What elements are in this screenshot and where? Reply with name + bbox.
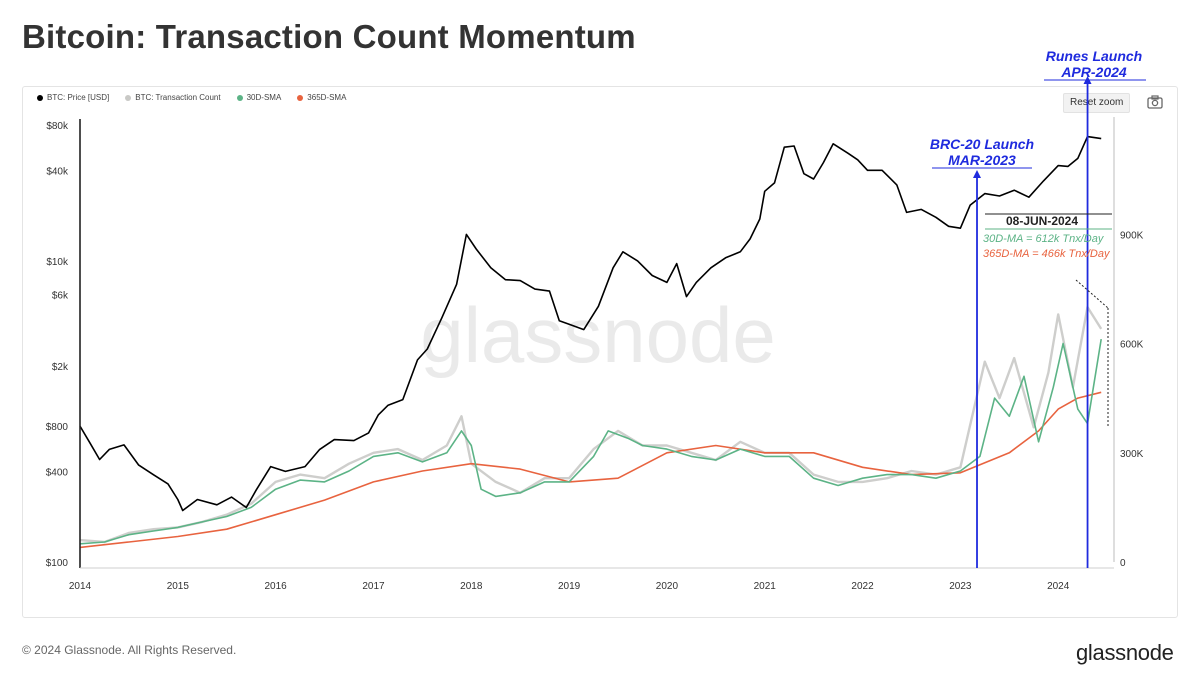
readout-connector	[1075, 279, 1109, 309]
reset-zoom-button[interactable]: Reset zoom	[1063, 93, 1131, 113]
readout-date: 08-JUN-2024	[1006, 214, 1078, 228]
y-left-tick-label: $6k	[52, 290, 69, 301]
y-left-tick-label: $400	[46, 467, 69, 478]
legend-dot-sma30	[236, 94, 243, 101]
y-left-tick-label: $80k	[46, 121, 69, 132]
y-left-tick-label: $40k	[46, 166, 69, 177]
legend-dot-price	[37, 94, 43, 101]
legend-item-sma30[interactable]: 30D-SMA	[236, 93, 282, 102]
y-right-tick-label: 900K	[1120, 230, 1144, 241]
x-tick-label: 2020	[656, 581, 679, 592]
x-tick-label: 2024	[1047, 581, 1070, 592]
legend-item-price[interactable]: BTC: Price [USD]	[37, 93, 109, 102]
chart-panel: BTC: Price [USD] BTC: Transaction Count …	[22, 86, 1178, 618]
readout-sma365: 365D-MA = 466k Tnx/Day	[983, 248, 1111, 260]
legend-item-sma365[interactable]: 365D-SMA	[297, 93, 346, 102]
brc20-marker-arrow	[973, 170, 982, 178]
x-tick-label: 2015	[167, 581, 190, 592]
page-title: Bitcoin: Transaction Count Momentum	[22, 18, 636, 55]
x-tick-label: 2019	[558, 581, 581, 592]
y-left-tick-label: $800	[46, 422, 69, 433]
legend-dot-tx-count	[125, 94, 132, 101]
brc20-label-title: BRC-20 Launch	[930, 136, 1034, 152]
series-line-sma30	[79, 338, 1102, 545]
legend-label-tx-count: BTC: Transaction Count	[135, 93, 221, 102]
footer-logo: glassnode	[1076, 640, 1174, 665]
series-line-sma365	[79, 391, 1102, 549]
x-tick-label: 2018	[460, 581, 483, 592]
y-right-tick-label: 300K	[1120, 449, 1144, 460]
series-layer	[79, 135, 1103, 549]
legend-label-price: BTC: Price [USD]	[47, 93, 110, 102]
y-left-tick-label: $100	[46, 558, 69, 569]
series-line-tx-count	[79, 305, 1103, 544]
x-tick-label: 2014	[69, 581, 92, 592]
legend-label-sma30: 30D-SMA	[246, 93, 282, 102]
runes-label-title: Runes Launch	[1046, 48, 1142, 64]
series-line-price	[79, 135, 1102, 512]
x-tick-label: 2016	[265, 581, 288, 592]
watermark: glassnode	[420, 291, 776, 379]
y-right-tick-label: 0	[1120, 558, 1126, 569]
brc20-label-date: MAR-2023	[948, 152, 1016, 168]
legend-label-sma365: 365D-SMA	[307, 93, 347, 102]
x-tick-label: 2022	[851, 581, 874, 592]
legend-dot-sma365	[297, 94, 304, 101]
x-tick-label: 2017	[362, 581, 385, 592]
y-right-tick-label: 600K	[1120, 340, 1144, 351]
y-left-tick-label: $10k	[46, 257, 69, 268]
x-tick-label: 2021	[754, 581, 777, 592]
x-tick-label: 2023	[949, 581, 972, 592]
legend-item-tx-count[interactable]: BTC: Transaction Count	[125, 93, 221, 102]
axes-layer: $80k $40k $10k $6k $2k $800 $400 $100 900K 600K 30…	[46, 117, 1144, 592]
chart-legend: BTC: Price [USD] BTC: Transaction Count …	[37, 93, 346, 102]
footer-copyright: © 2024 Glassnode. All Rights Reserved.	[22, 643, 237, 657]
runes-label-date: APR-2024	[1060, 64, 1127, 80]
readout-sma30: 30D-MA = 612k Tnx/Day	[983, 233, 1105, 245]
camera-icon[interactable]	[1147, 95, 1163, 109]
y-left-tick-label: $2k	[52, 362, 69, 373]
